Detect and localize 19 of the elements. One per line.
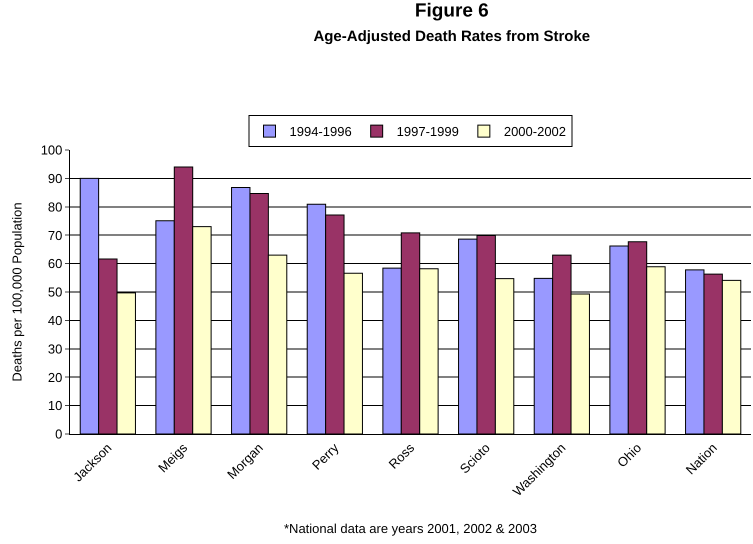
chart-title: Figure 6 [414,0,489,22]
y-tick-label: 60 [48,256,62,272]
y-tick-label: 90 [48,170,62,186]
legend-label: 2000-2002 [504,124,566,140]
y-tick-label: 50 [48,284,62,300]
y-tick-label: 40 [48,312,62,328]
legend-label: 1997-1999 [396,124,459,140]
y-tick-label: 100 [40,142,62,158]
y-tick-label: 10 [48,398,62,414]
y-tick-label: 0 [55,426,62,442]
y-axis-title: Deaths per 100,000 Population [10,202,25,382]
text: *National data are years 2001, 2002 & 2003 [284,521,537,536]
chart-subtitle: Age-Adjusted Death Rates from Stroke [313,28,590,46]
x-tick-label: Ohio [614,440,644,470]
y-tick-label: 20 [48,370,62,385]
y-tick-label: 70 [48,228,62,243]
legend-label: 1994-1996 [290,124,352,140]
y-tick-label: 30 [48,341,62,356]
y-tick-label: 80 [48,199,62,214]
